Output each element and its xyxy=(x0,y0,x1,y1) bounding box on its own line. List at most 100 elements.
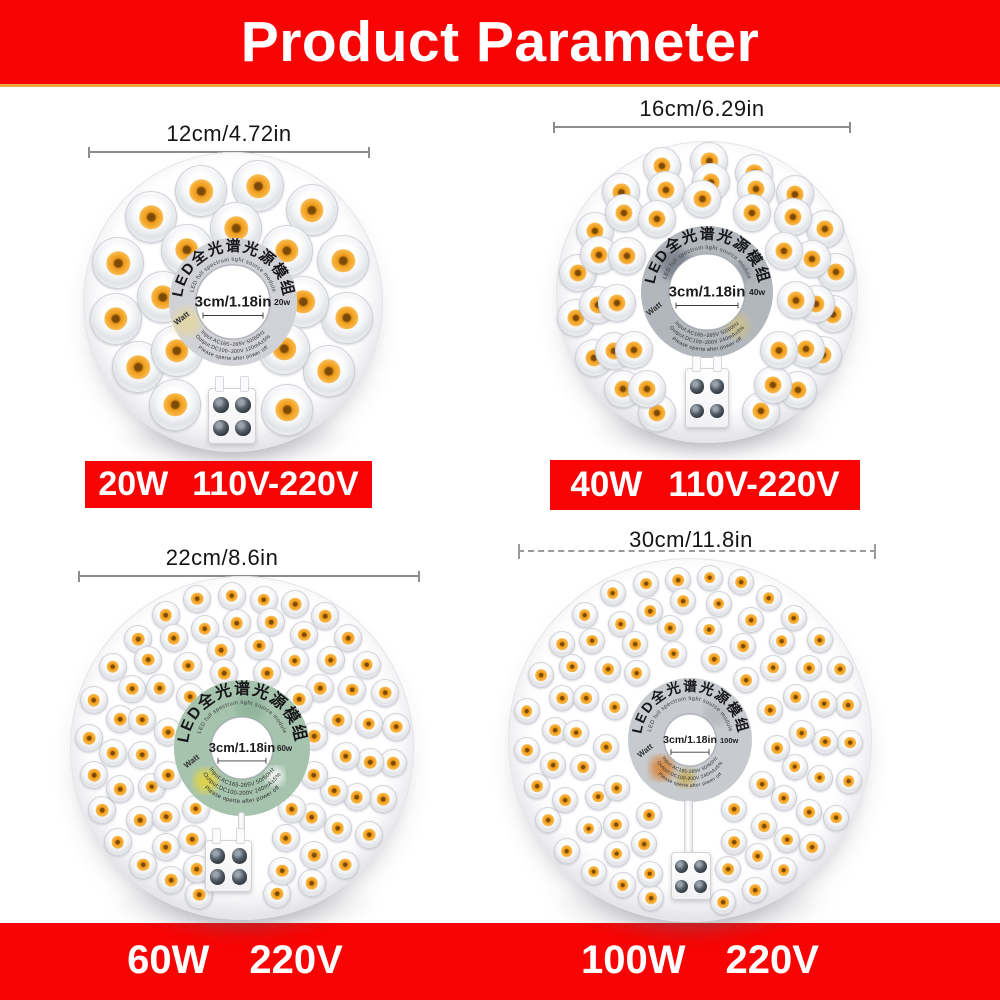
led-lens xyxy=(79,686,108,715)
led-lens xyxy=(118,674,147,703)
screw-hole xyxy=(235,397,251,413)
hole-diameter-label: 3cm/1.18in xyxy=(663,734,717,746)
led-chip xyxy=(560,845,573,857)
led-chip xyxy=(722,863,735,876)
led-lens xyxy=(103,828,132,857)
measure-tick xyxy=(874,544,876,559)
hub-watt-badge: 40w xyxy=(749,287,765,297)
led-chip xyxy=(728,836,741,849)
led-chip xyxy=(818,697,831,710)
led-lens xyxy=(331,850,360,879)
led-chip xyxy=(161,725,175,739)
led-chip xyxy=(142,653,155,666)
led-lens xyxy=(835,767,862,794)
led-lens xyxy=(837,729,864,756)
led-chip xyxy=(87,693,100,707)
screw-hole xyxy=(235,420,251,436)
hub-component-blob xyxy=(266,767,284,785)
hub-component-blob xyxy=(677,769,695,787)
footer-voltage-value: 220V xyxy=(249,938,343,982)
hole-diameter-label: 3cm/1.18in xyxy=(195,294,272,311)
led-chip xyxy=(186,832,199,846)
led-chip xyxy=(520,705,533,718)
led-chip xyxy=(106,660,120,673)
led-lens xyxy=(608,237,647,276)
led-chip xyxy=(775,242,793,260)
led-lens xyxy=(320,291,373,344)
led-chip xyxy=(648,404,666,422)
led-chip xyxy=(638,380,656,398)
led-chip xyxy=(777,863,790,876)
led-chip xyxy=(677,595,689,608)
led-chip xyxy=(566,660,578,673)
led-chip xyxy=(106,251,131,275)
led-lens xyxy=(605,193,644,232)
led-chip xyxy=(644,605,657,618)
center-hole xyxy=(668,253,746,331)
led-lens xyxy=(622,631,649,658)
led-chip xyxy=(530,780,543,793)
led-chip xyxy=(819,735,831,748)
led-chip xyxy=(789,381,807,399)
led-chip xyxy=(756,778,768,790)
measurement-line xyxy=(553,122,851,133)
led-lens xyxy=(222,609,251,638)
led-lens xyxy=(705,590,732,617)
led-chip xyxy=(747,180,765,198)
led-lens xyxy=(317,234,370,287)
led-chip xyxy=(827,263,845,281)
led-chip xyxy=(610,818,623,831)
led-chip xyxy=(582,822,595,835)
led-chip xyxy=(160,810,173,823)
led-lens xyxy=(631,831,658,858)
led-chip xyxy=(362,828,376,841)
led-chip xyxy=(608,701,621,714)
led-chip xyxy=(313,682,327,695)
led-chip xyxy=(104,307,128,331)
led-chip xyxy=(743,204,761,222)
measure-tick xyxy=(518,544,520,559)
led-lens xyxy=(535,807,562,834)
led-lens xyxy=(245,631,274,660)
led-lens xyxy=(615,330,654,369)
led-lens xyxy=(570,753,597,780)
led-chip xyxy=(331,821,345,835)
led-chip xyxy=(752,402,770,420)
measure-tick xyxy=(849,122,851,133)
led-chip xyxy=(324,653,338,667)
led-chip xyxy=(246,174,270,199)
led-lens xyxy=(782,684,809,711)
led-lens xyxy=(764,735,791,762)
led-chip xyxy=(341,632,355,645)
led-lens xyxy=(178,825,207,854)
led-lens xyxy=(297,869,326,898)
led-chip xyxy=(288,654,301,668)
led-lens xyxy=(126,806,155,835)
led-lens xyxy=(382,712,411,741)
led-chip xyxy=(657,181,675,199)
measure-tick xyxy=(553,122,555,133)
led-lens xyxy=(174,651,203,680)
led-chip xyxy=(625,340,643,359)
led-chip xyxy=(305,810,319,824)
led-lens xyxy=(742,877,769,904)
led-chip xyxy=(379,686,392,700)
led-lens xyxy=(721,796,748,823)
led-lens xyxy=(217,581,246,610)
led-lens xyxy=(773,826,800,853)
screw-hole xyxy=(709,379,725,394)
led-chip xyxy=(153,681,166,695)
led-chip xyxy=(163,393,187,417)
hub-watt-badge: 60w xyxy=(277,744,293,753)
led-chip xyxy=(592,790,604,803)
led-lens xyxy=(637,199,676,238)
measure-tick xyxy=(418,571,420,582)
led-chip xyxy=(126,682,139,695)
terminal-connector xyxy=(208,376,256,444)
led-chip xyxy=(276,864,289,877)
led-lens xyxy=(738,606,765,633)
hub-component-blob xyxy=(173,308,201,336)
dimension-label: 16cm/6.29in xyxy=(639,96,765,121)
led-chip xyxy=(96,804,109,817)
